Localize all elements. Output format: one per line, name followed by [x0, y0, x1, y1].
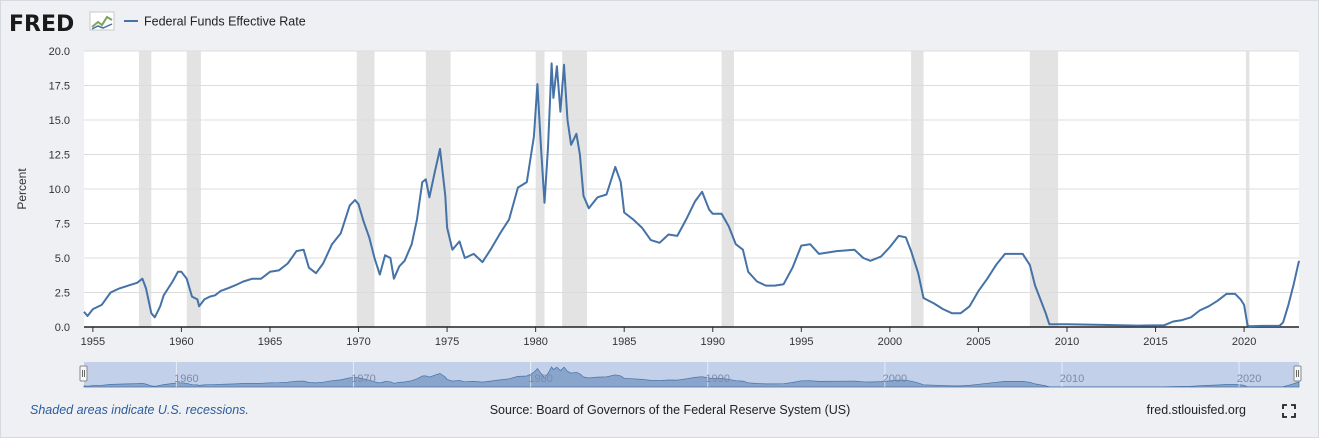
y-tick-label: 12.5 [49, 150, 70, 162]
source-text: Source: Board of Governors of the Federa… [490, 403, 851, 417]
x-tick-label: 2015 [1143, 336, 1167, 348]
navigator-tick-label: 2010 [1060, 373, 1084, 385]
x-tick-label: 2020 [1232, 336, 1256, 348]
y-tick-label: 0.0 [55, 322, 70, 334]
site-link[interactable]: fred.stlouisfed.org [1147, 403, 1246, 417]
x-tick-label: 1990 [701, 336, 725, 348]
logo-text: FRED [9, 12, 74, 37]
x-tick-label: 1965 [258, 336, 282, 348]
navigator-selection[interactable] [84, 362, 1299, 387]
navigator-right-handle[interactable] [1293, 365, 1302, 382]
y-tick-label: 17.5 [49, 81, 70, 93]
navigator-series-area [83, 366, 1300, 388]
navigator-tick-label: 1980 [528, 373, 552, 385]
x-tick-label: 1975 [435, 336, 459, 348]
legend[interactable]: Federal Funds Effective Rate [124, 15, 306, 29]
y-tick-label: 10.0 [49, 184, 70, 196]
range-navigator[interactable]: 1960 1970 1980 1990 2000 2010 2020 [79, 362, 1302, 388]
navigator-tick-label: 1970 [351, 373, 375, 385]
x-tick-label: 1955 [81, 336, 105, 348]
chart-trend-icon [89, 11, 115, 31]
x-axis-ticks: 1955 1960 1965 1970 1975 1980 1985 1990 1995 2000… [81, 327, 1256, 348]
x-tick-label: 1970 [346, 336, 370, 348]
x-tick-label: 1980 [523, 336, 547, 348]
x-tick-label: 2005 [966, 336, 990, 348]
y-tick-label: 20.0 [49, 46, 70, 58]
navigator-tick-label: 1960 [174, 373, 198, 385]
series-line-federal-funds-rate[interactable] [83, 62, 1300, 328]
x-tick-label: 1960 [169, 336, 193, 348]
fullscreen-icon[interactable] [1282, 404, 1296, 418]
y-tick-label: 15.0 [49, 115, 70, 127]
navigator-ticks: 1960 1970 1980 1990 2000 2010 2020 [174, 362, 1261, 387]
y-tick-label: 2.5 [55, 288, 70, 300]
x-tick-label: 1985 [612, 336, 636, 348]
gridlines [84, 50, 1299, 293]
navigator-tick-label: 1990 [706, 373, 730, 385]
navigator-tick-label: 2000 [883, 373, 907, 385]
navigator-left-handle[interactable] [79, 365, 88, 382]
y-tick-label: 5.0 [55, 253, 70, 265]
navigator-tick-label: 2020 [1237, 373, 1261, 385]
x-tick-label: 2010 [1055, 336, 1079, 348]
y-axis-ticks: 0.0 2.5 5.0 7.5 10.0 12.5 15.0 17.5 20.0 [49, 46, 70, 334]
y-tick-label: 7.5 [55, 219, 70, 231]
recession-note: Shaded areas indicate U.S. recessions. [30, 403, 249, 417]
legend-series-label: Federal Funds Effective Rate [144, 15, 306, 29]
x-tick-label: 2000 [878, 336, 902, 348]
fred-logo[interactable]: FRED [9, 11, 115, 37]
y-axis-label: Percent [15, 168, 29, 210]
x-tick-label: 1995 [789, 336, 813, 348]
